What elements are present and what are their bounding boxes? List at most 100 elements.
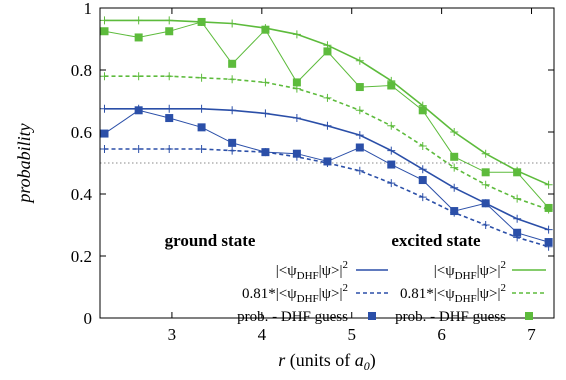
ground-solid-point: [418, 165, 427, 174]
excited-guess-point: [450, 152, 459, 161]
ground-solid-point: [261, 109, 270, 118]
x-axis-label-close: ): [370, 350, 376, 371]
ground-guess-point: [355, 143, 364, 152]
excited-solid-point: [228, 19, 237, 28]
y-tick-label: 1: [84, 0, 93, 18]
excited-solid-point: [292, 30, 301, 39]
ground-guess-point: [481, 199, 490, 208]
legend-excited: excited state |<ψDHF|ψ>|20.81*|<ψDHF|ψ>|2…: [391, 231, 546, 325]
x-axis-label-a: a: [355, 350, 364, 370]
excited-guess-point: [134, 33, 143, 42]
ground-guess-point: [228, 138, 237, 147]
excited-guess-point: [228, 59, 237, 68]
x-axis-label-r: r: [278, 350, 286, 370]
ground-guess-point: [323, 157, 332, 166]
excited-guess-point: [292, 78, 301, 87]
ground-guess-point: [165, 114, 174, 123]
excited-solid-point: [355, 56, 364, 65]
legend-heading-ground: ground state: [165, 231, 256, 250]
ground-guess-point: [292, 149, 301, 158]
excited-guess-point: [513, 168, 522, 177]
plot-frame: [99, 7, 555, 319]
ground-guess-point: [100, 129, 109, 138]
legend-marker-symbol: [368, 312, 376, 320]
excited-guess-point: [100, 27, 109, 36]
ground-solid-point: [544, 225, 553, 234]
x-tick-label: 7: [527, 325, 536, 344]
y-tick-label: 0.2: [71, 247, 92, 266]
excited-dashed-point: [261, 78, 270, 87]
excited-solid-point: [100, 16, 109, 25]
excited-dashed-point: [197, 73, 206, 82]
excited-dashed-point: [228, 75, 237, 84]
ground-guess-point: [513, 228, 522, 237]
ground-solid-point: [100, 104, 109, 113]
excited-dashed-point: [387, 121, 396, 130]
ground-guess-point: [450, 207, 459, 216]
excited-solid-point: [165, 16, 174, 25]
legend-marker-symbol: [525, 312, 533, 320]
ground-guess-point: [261, 148, 270, 157]
excited-dashed-point: [418, 141, 427, 150]
x-tick-label: 4: [258, 325, 267, 344]
ground-dashed-point: [228, 146, 237, 155]
excited-guess-point: [355, 83, 364, 92]
x-tick-label: 6: [437, 325, 446, 344]
excited-dashed-point: [134, 72, 143, 81]
ground-guess-point: [197, 123, 206, 132]
excited-solid-point: [134, 16, 143, 25]
legend-entry-label: prob. - DHF guess: [237, 309, 348, 325]
legend-entry-label: 0.81*|<ψDHF|ψ>|2: [400, 282, 506, 305]
excited-guess-point: [481, 168, 490, 177]
excited-dashed-point: [100, 72, 109, 81]
excited-dashed-point: [450, 163, 459, 172]
ground-guess-point: [134, 106, 143, 115]
y-tick-label: 0.8: [71, 61, 92, 80]
excited-dashed-line: [104, 75, 549, 211]
x-axis-label-sub: 0: [364, 359, 370, 373]
ground-solid-point: [323, 121, 332, 130]
excited-guess-point: [418, 106, 427, 115]
legend-ground: ground state |<ψDHF|ψ>|20.81*|<ψDHF|ψ>|2 p…: [165, 231, 388, 325]
ground-dashed-point: [418, 193, 427, 202]
ground-solid-point: [513, 214, 522, 223]
y-tick-label: 0.6: [71, 123, 92, 142]
excited-guess-point: [261, 25, 270, 34]
ground-solid-point: [228, 106, 237, 115]
ground-solid-point: [165, 104, 174, 113]
legend-heading-excited: excited state: [391, 231, 481, 250]
ground-guess-point: [544, 238, 553, 247]
excited-guess-point: [197, 17, 206, 26]
ground-solid-point: [197, 104, 206, 113]
x-tick-label: 5: [347, 325, 356, 344]
excited-solid-point: [481, 149, 490, 158]
ground-dashed-point: [100, 145, 109, 154]
excited-guess-point: [387, 81, 396, 90]
legend-entry-label: |<ψDHF|ψ>|2: [434, 259, 506, 282]
excited-dashed-point: [165, 72, 174, 81]
ground-guess-point: [387, 160, 396, 169]
ground-solid-point: [355, 131, 364, 140]
legend-entry-label: 0.81*|<ψDHF|ψ>|2: [242, 282, 348, 305]
ground-solid-point: [387, 146, 396, 155]
y-tick-label: 0: [84, 309, 93, 328]
excited-dashed-point: [513, 194, 522, 203]
ground-solid-point: [292, 114, 301, 123]
excited-dashed-point: [355, 106, 364, 115]
excited-guess-point: [323, 47, 332, 56]
ground-solid-point: [450, 183, 459, 192]
y-axis-label: probability: [14, 123, 34, 204]
excited-guess-point: [165, 27, 174, 36]
ground-dashed-point: [355, 166, 364, 175]
x-axis-label: r (units of a0): [278, 350, 376, 373]
excited-guess-point: [544, 203, 553, 212]
legend-entry-label: prob. - DHF guess: [395, 309, 506, 325]
x-tick-label: 3: [168, 325, 177, 344]
ground-dashed-point: [165, 145, 174, 154]
ground-dashed-point: [134, 145, 143, 154]
y-tick-label: 0.4: [71, 185, 93, 204]
legend-entry-label: |<ψDHF|ψ>|2: [276, 259, 348, 282]
excited-dashed-point: [323, 93, 332, 102]
ground-guess-point: [418, 176, 427, 185]
